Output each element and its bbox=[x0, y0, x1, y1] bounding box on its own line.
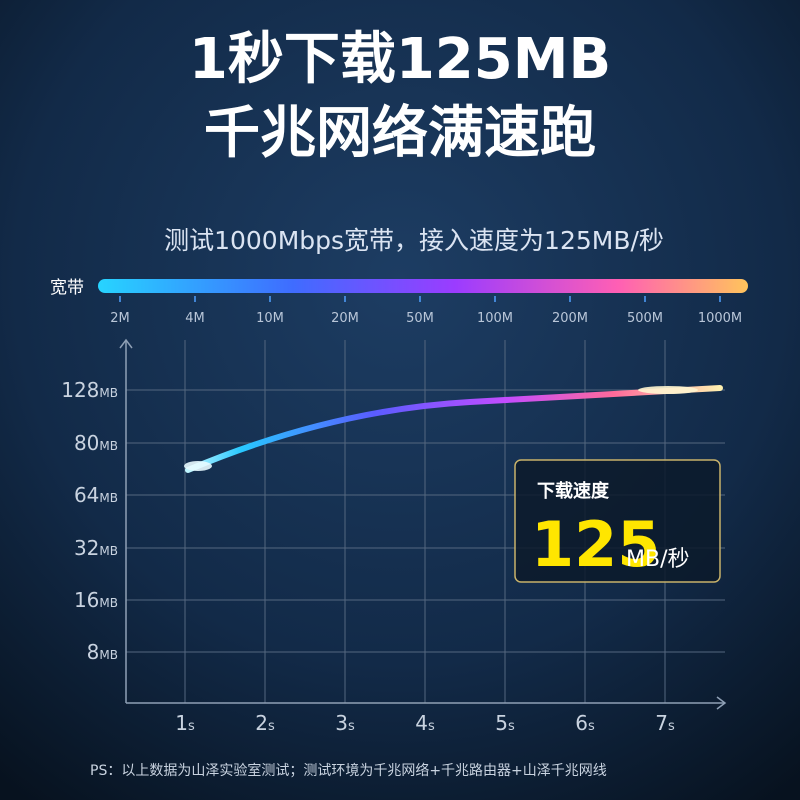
x-tick-unit: s bbox=[268, 719, 275, 734]
bandwidth-label: 宽带 bbox=[50, 278, 84, 298]
bandwidth-tick-label: 1000M bbox=[698, 311, 742, 326]
y-tick-unit: MB bbox=[99, 386, 118, 400]
subtitle: 测试1000Mbps宽带，接入速度为125MB/秒 bbox=[164, 226, 664, 255]
x-tick-value: 4 bbox=[415, 711, 428, 735]
title: 1秒下载125MB bbox=[189, 27, 611, 92]
axes bbox=[119, 338, 727, 710]
y-tick-label: 16MB bbox=[74, 588, 118, 612]
x-tick-label: 3s bbox=[335, 711, 355, 735]
y-tick-unit: MB bbox=[99, 596, 118, 610]
bandwidth-tick-label: 500M bbox=[627, 311, 663, 326]
x-tick-label: 7s bbox=[655, 711, 675, 735]
x-tick-label: 4s bbox=[415, 711, 435, 735]
curve-glow bbox=[638, 386, 698, 394]
bandwidth-tick-label: 100M bbox=[477, 311, 513, 326]
y-tick-label: 64MB bbox=[74, 483, 118, 507]
callout-unit: MB/秒 bbox=[626, 547, 690, 572]
x-tick-unit: s bbox=[348, 719, 355, 734]
y-tick-unit: MB bbox=[99, 439, 118, 453]
y-tick-value: 8 bbox=[87, 640, 100, 664]
callout-value: 125 bbox=[531, 508, 660, 581]
bandwidth-tick-label: 50M bbox=[406, 311, 434, 326]
y-tick-value: 80 bbox=[74, 431, 99, 455]
x-tick-value: 2 bbox=[255, 711, 268, 735]
y-tick-value: 64 bbox=[74, 483, 99, 507]
x-tick-unit: s bbox=[668, 719, 675, 734]
x-tick-value: 6 bbox=[575, 711, 588, 735]
y-tick-label: 80MB bbox=[74, 431, 118, 455]
y-tick-value: 16 bbox=[74, 588, 99, 612]
y-tick-label: 128MB bbox=[61, 378, 118, 402]
y-tick-unit: MB bbox=[99, 648, 118, 662]
footnote: PS：以上数据为山泽实验室测试；测试环境为千兆网络+千兆路由器+山泽千兆网线 bbox=[90, 762, 607, 779]
y-tick-label: 32MB bbox=[74, 536, 118, 560]
bandwidth-tick-label: 20M bbox=[331, 311, 359, 326]
y-tick-value: 32 bbox=[74, 536, 99, 560]
y-tick-label: 8MB bbox=[87, 640, 118, 664]
x-tick-value: 1 bbox=[175, 711, 188, 735]
bandwidth-tick-label: 4M bbox=[185, 311, 205, 326]
x-tick-value: 5 bbox=[495, 711, 508, 735]
bandwidth-tick-label: 10M bbox=[256, 311, 284, 326]
x-tick-unit: s bbox=[588, 719, 595, 734]
y-tick-value: 128 bbox=[61, 378, 99, 402]
x-tick-label: 5s bbox=[495, 711, 515, 735]
title: 千兆网络满速跑 bbox=[204, 101, 596, 166]
x-tick-unit: s bbox=[508, 719, 515, 734]
x-tick-value: 7 bbox=[655, 711, 668, 735]
y-tick-unit: MB bbox=[99, 491, 118, 505]
bandwidth-bar bbox=[98, 279, 748, 293]
callout-box bbox=[514, 459, 721, 583]
x-tick-unit: s bbox=[428, 719, 435, 734]
x-tick-value: 3 bbox=[335, 711, 348, 735]
bandwidth-tick-label: 2M bbox=[110, 311, 130, 326]
callout-label: 下载速度 bbox=[537, 480, 610, 502]
x-tick-label: 2s bbox=[255, 711, 275, 735]
bandwidth-tick-label: 200M bbox=[552, 311, 588, 326]
y-tick-unit: MB bbox=[99, 544, 118, 558]
x-tick-unit: s bbox=[188, 719, 195, 734]
x-tick-label: 6s bbox=[575, 711, 595, 735]
x-tick-label: 1s bbox=[175, 711, 195, 735]
curve-glow bbox=[184, 461, 212, 471]
